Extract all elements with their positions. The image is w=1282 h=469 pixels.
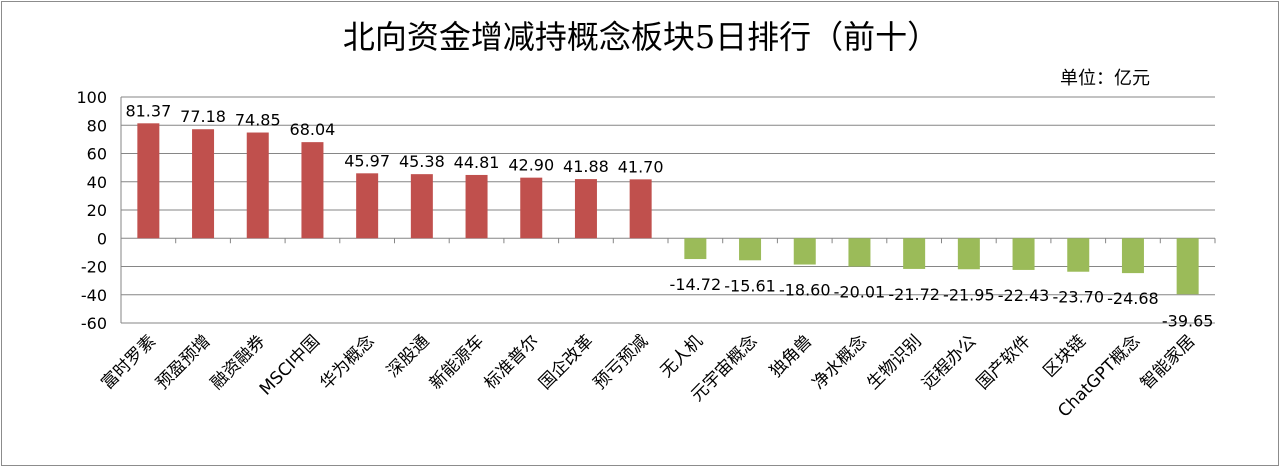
x-tick-label: 富时罗素 [98,331,160,393]
bar [356,173,379,239]
y-tick-label: -20 [81,258,107,277]
x-tick-label: 新能源车 [426,331,488,393]
y-tick-label: -60 [81,314,107,333]
unit-label: 单位：亿元 [1060,68,1150,89]
bar [520,177,543,239]
bar [684,238,707,260]
x-tick-label: 净水概念 [808,331,871,394]
bar [1067,238,1090,272]
x-tick-label: 远程办公 [918,331,980,393]
y-tick-label: 20 [87,201,107,220]
data-label: 74.85 [235,111,281,130]
x-tick-label: 国企改革 [535,331,597,393]
data-label: -39.65 [1162,311,1214,330]
data-label: -24.68 [1107,289,1159,308]
data-label: -20.01 [834,283,886,302]
data-label: 44.81 [454,153,500,172]
x-tick-label: 预盈预增 [152,331,214,393]
bar [903,238,926,269]
y-tick-label: 100 [76,88,107,107]
x-tick-label: 深股通 [383,331,433,381]
data-label: 42.90 [508,156,554,175]
y-tick-label: 40 [87,173,107,192]
bar [465,174,488,239]
bar [739,238,762,261]
bar [629,179,652,239]
data-label: -15.61 [724,276,776,295]
bar [957,238,980,270]
y-tick-label: 80 [87,116,107,135]
data-label: -22.43 [998,286,1050,305]
data-label: 45.38 [399,152,445,171]
bar [793,238,816,265]
x-tick-label: MSCI中国 [256,331,324,399]
data-label: -21.72 [888,285,940,304]
data-label: -14.72 [670,275,722,294]
data-label: 68.04 [290,120,336,139]
y-tick-label: 60 [87,145,107,164]
data-label: 81.37 [125,101,171,120]
data-label: -18.60 [779,281,831,300]
x-tick-label: 生物识别 [863,331,925,393]
x-tick-label: 智能家居 [1137,331,1199,393]
y-tick-label: 0 [97,229,107,248]
bar [246,132,269,239]
bar [137,123,160,239]
x-tick-label: 华为概念 [316,331,379,394]
x-tick-label: 标准普尔 [481,331,543,393]
bar [192,129,215,239]
bar [1012,238,1035,270]
data-label: 77.18 [180,107,226,126]
data-label: 41.88 [563,157,609,176]
x-tick-label: 区块链 [1040,331,1090,381]
bar [301,142,324,239]
x-tick-label: 独角兽 [766,331,816,381]
data-label: -21.95 [943,285,995,304]
chart-title: 北向资金增减持概念板块5日排行（前十） [342,18,940,56]
bar [410,174,433,239]
bar [848,238,871,267]
y-tick-label: -40 [81,286,107,305]
x-tick-label: 国产软件 [973,331,1035,393]
data-label: 41.70 [618,157,664,176]
data-label: 45.97 [344,151,390,170]
bar [574,179,597,239]
x-tick-label: 无人机 [657,331,707,381]
bar [1176,238,1199,295]
data-label: -23.70 [1052,288,1104,307]
x-tick-label: 预亏预减 [590,331,652,393]
bar [1121,238,1144,274]
